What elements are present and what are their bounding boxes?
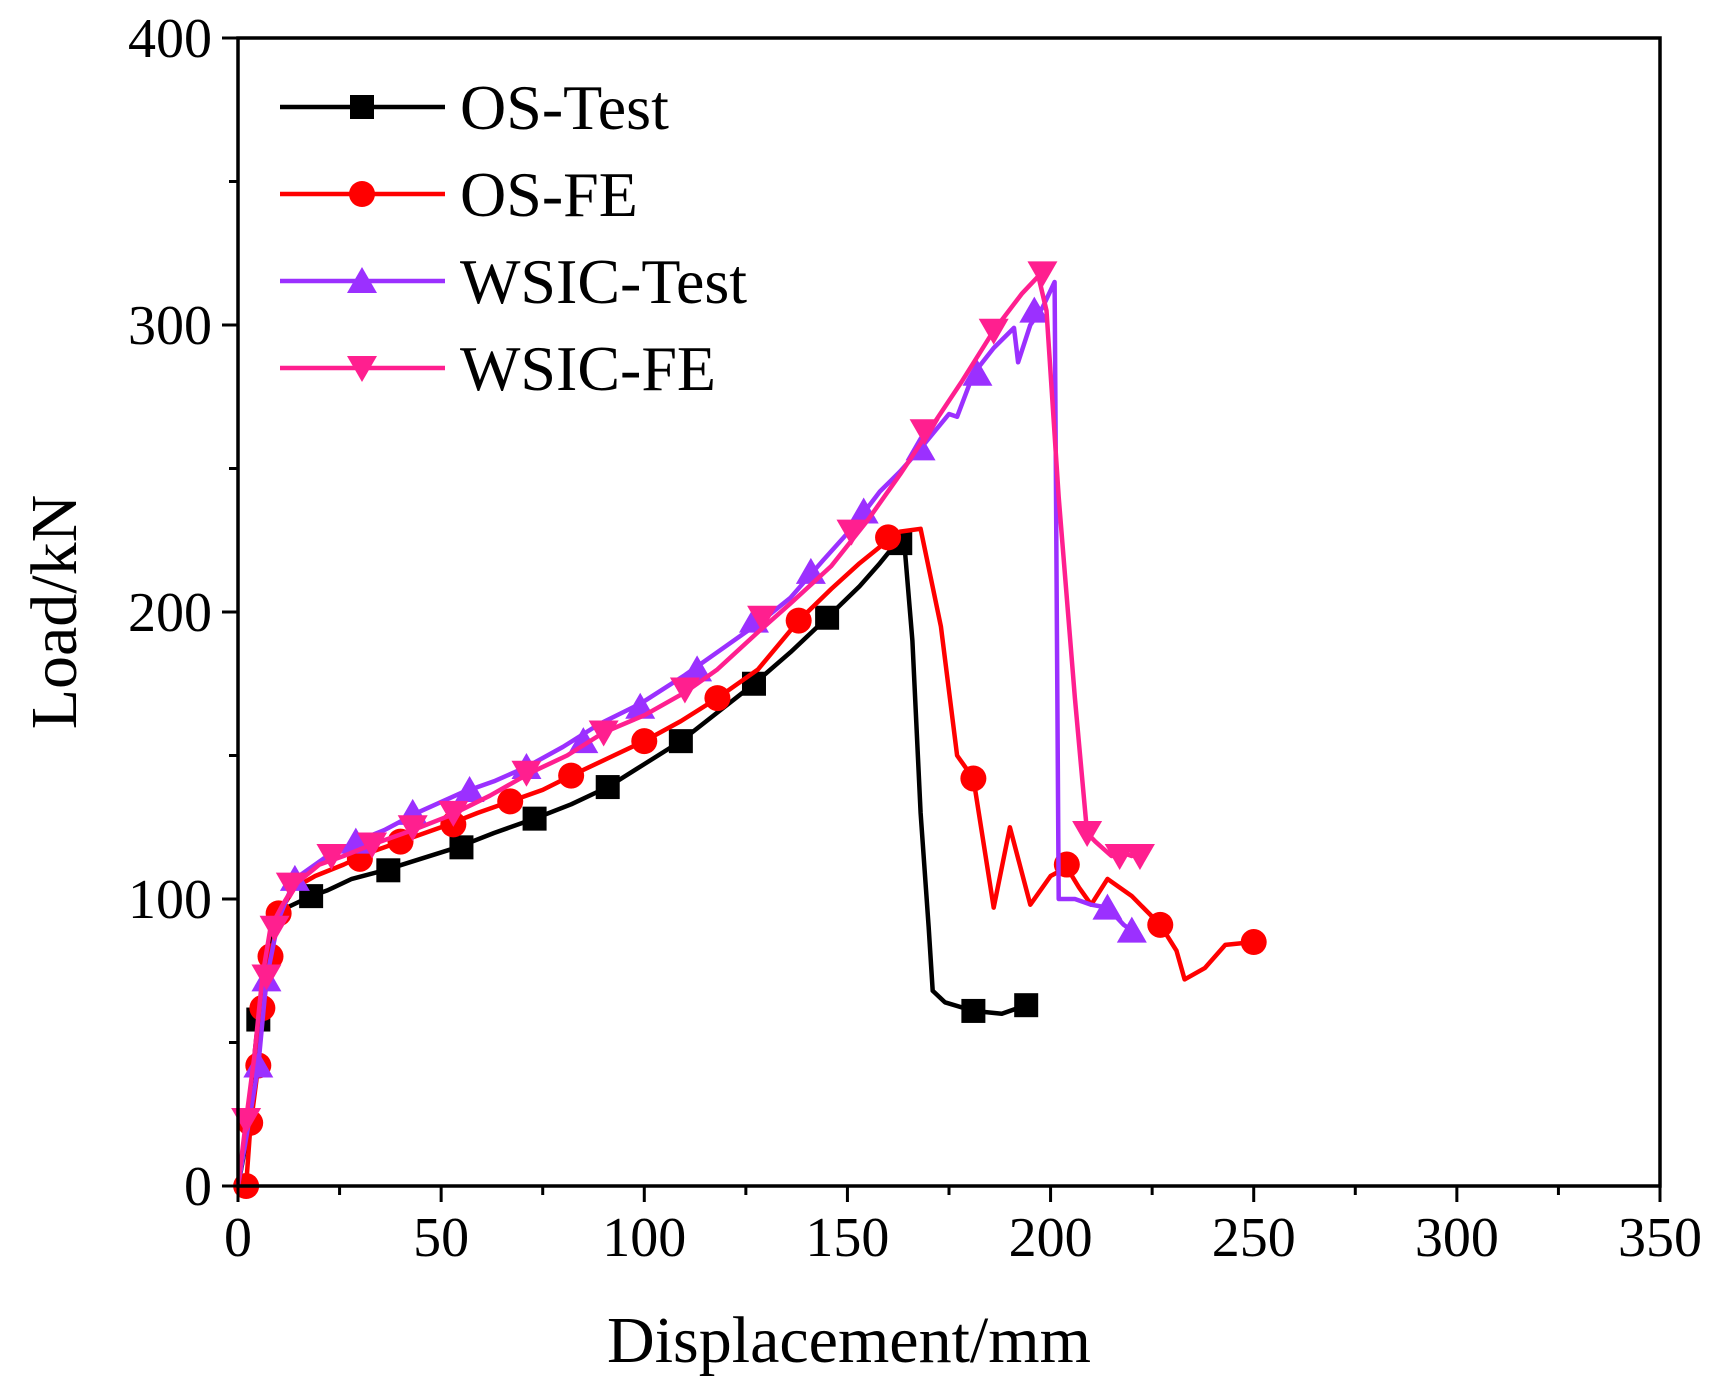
- legend-item-os-fe: OS-FE: [280, 159, 638, 230]
- data-point-os-fe: [875, 524, 902, 551]
- data-point-os-test: [1014, 993, 1039, 1018]
- x-tick-label: 150: [805, 1207, 889, 1269]
- data-point-wsic-fe: [909, 419, 940, 446]
- data-point-os-fe: [785, 607, 812, 634]
- series-wsic-fe: [231, 261, 1155, 1189]
- data-point-wsic-test: [1092, 893, 1123, 920]
- legend-marker: [347, 267, 377, 293]
- data-point-wsic-fe: [978, 318, 1009, 345]
- legend-item-wsic-fe: WSIC-FE: [280, 333, 716, 404]
- plot-frame: [236, 36, 1662, 1188]
- data-point-wsic-fe: [588, 720, 619, 747]
- data-point-os-test: [376, 858, 401, 883]
- x-tick-label: 350: [1618, 1207, 1702, 1269]
- data-point-wsic-fe: [1027, 261, 1058, 288]
- data-point-os-fe: [704, 685, 731, 712]
- legend-marker: [349, 181, 375, 207]
- y-axis-title: Load/kN: [18, 495, 91, 730]
- data-point-os-test: [595, 775, 620, 800]
- data-point-wsic-fe: [1124, 843, 1155, 870]
- data-point-wsic-test: [1116, 916, 1147, 943]
- legend-label: WSIC-FE: [460, 333, 716, 404]
- legend-item-wsic-test: WSIC-Test: [280, 246, 747, 317]
- data-point-wsic-fe: [1104, 843, 1135, 870]
- legend-marker: [350, 95, 374, 119]
- legend-marker: [347, 356, 377, 382]
- data-point-os-fe: [497, 788, 524, 815]
- data-point-wsic-test: [454, 775, 485, 802]
- data-point-wsic-fe: [836, 519, 867, 546]
- legend-item-os-test: OS-Test: [280, 72, 669, 143]
- data-point-wsic-fe: [747, 605, 778, 632]
- y-tick-label: 0: [184, 1156, 212, 1218]
- data-point-wsic-fe: [397, 815, 428, 842]
- series-group: [231, 261, 1267, 1199]
- data-point-wsic-fe: [251, 964, 282, 991]
- axes-group: 0 50 100 150 200 250 300 350 0 100 200 300 400 Displa…: [18, 8, 1702, 1377]
- data-point-os-fe: [558, 762, 585, 789]
- x-tick-label: 200: [1009, 1207, 1093, 1269]
- y-tick-label: 100: [128, 869, 212, 931]
- data-point-os-test: [741, 671, 766, 696]
- data-point-wsic-test: [1019, 296, 1050, 323]
- data-point-wsic-fe: [275, 872, 306, 899]
- data-point-wsic-fe: [357, 832, 388, 859]
- x-tick-label: 50: [413, 1207, 469, 1269]
- x-tick-label: 100: [602, 1207, 686, 1269]
- data-point-wsic-fe: [259, 915, 290, 942]
- data-point-os-test: [522, 806, 547, 831]
- x-tick-label: 0: [224, 1207, 252, 1269]
- data-point-os-fe: [1240, 929, 1267, 956]
- y-tick-label: 400: [128, 8, 212, 70]
- data-point-os-test: [668, 729, 693, 754]
- legend-label: OS-Test: [460, 72, 669, 143]
- data-point-wsic-fe: [511, 760, 542, 787]
- data-point-wsic-test: [962, 359, 993, 386]
- data-point-wsic-test: [568, 727, 599, 754]
- data-point-os-test: [449, 835, 474, 860]
- data-point-wsic-fe: [1072, 820, 1103, 847]
- data-point-wsic-fe: [438, 800, 469, 827]
- y-tick-label: 200: [128, 582, 212, 644]
- data-point-wsic-fe: [669, 677, 700, 704]
- data-point-wsic-fe: [316, 843, 347, 870]
- data-point-os-test: [961, 998, 986, 1023]
- data-point-os-test: [815, 605, 840, 630]
- series-line-os-fe: [243, 526, 1256, 1189]
- data-point-os-fe: [960, 765, 987, 792]
- legend: OS-Test OS-FE WSIC-Test WSIC-FE: [280, 72, 747, 404]
- x-tick-label: 300: [1415, 1207, 1499, 1269]
- data-point-wsic-test: [682, 655, 713, 682]
- x-axis-title: Displacement/mm: [607, 1304, 1091, 1377]
- legend-label: OS-FE: [460, 159, 638, 230]
- data-point-os-fe: [631, 728, 658, 755]
- x-tick-label: 250: [1212, 1207, 1296, 1269]
- data-point-os-fe: [1147, 911, 1174, 938]
- y-tick-label: 300: [128, 295, 212, 357]
- legend-label: WSIC-Test: [460, 246, 747, 317]
